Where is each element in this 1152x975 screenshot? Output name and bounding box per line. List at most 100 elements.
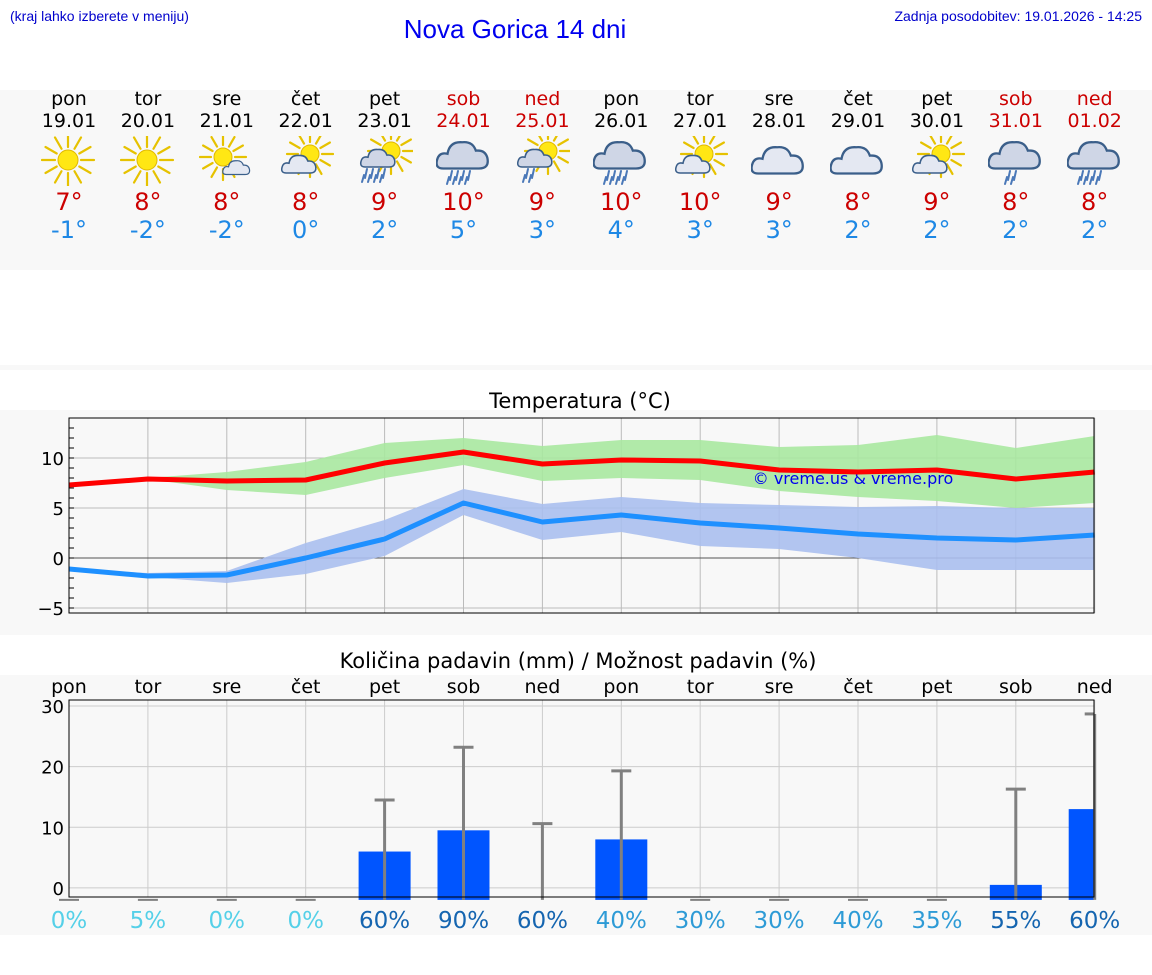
cloud-rain-icon [593,140,647,185]
min-temp: -1° [51,216,87,244]
precip-probability: 35% [911,908,962,934]
day-column: tor 27.01 10° 3° [660,88,740,244]
cloud [911,154,948,174]
day-date: 21.01 [199,110,254,132]
day-date: 28.01 [751,110,807,132]
sun-icon [41,136,96,186]
max-temp: 7° [55,188,83,216]
sun-ray [78,165,92,175]
x-category-label: čet [291,676,321,698]
day-name: čet [843,88,873,110]
cloud [359,148,396,168]
sun-ray [395,136,401,142]
sun-ray [399,155,412,164]
min-temp: 2° [1081,216,1109,244]
y-tick-label: 5 [53,499,64,520]
precip-probability: 30% [675,908,726,934]
sun-ray [53,170,63,184]
min-range-band [69,489,1095,583]
max-temp: 8° [1002,188,1030,216]
cloud [675,154,711,174]
sun-ray [692,136,700,145]
y-tick-label: 20 [41,758,64,779]
day-name: sob [446,88,481,110]
x-category-label: pet [921,676,952,698]
sun-ray [369,138,382,147]
day-name: tor [686,88,714,110]
day-column: čet 29.01 8° 2° [818,88,898,244]
plot-area [69,700,1094,897]
day-name: pet [368,88,401,110]
x-category-label: tor [134,676,161,698]
rain [1003,170,1017,185]
rain-drop [624,170,629,181]
y-tick-label: 0 [53,549,64,570]
sun-ray [929,136,936,145]
cloud [435,140,489,170]
x-category-label: pon [603,676,639,698]
rain-drop [466,170,471,181]
sun-ray [232,144,244,153]
rain-drop [463,176,468,185]
day-date: 23.01 [357,110,412,132]
rain-drop [375,168,380,179]
max-temp-line [68,449,1095,488]
day-name: sre [764,88,794,110]
cloud-shape [435,140,489,170]
rain-drop [606,170,611,181]
sun-ray [210,166,218,179]
sun-disc [57,149,79,171]
sun-ray [557,138,570,147]
min-temp-line [68,500,1095,579]
chart-title: Količina padavin (mm) / Možnost padavin … [340,649,817,673]
sun-ray [945,136,953,145]
rain-drop [1012,170,1017,181]
rain-drop [451,176,456,185]
location-hint[interactable]: (kraj lahko izberete v meniju) [10,8,189,24]
day-column: pet 23.01 9° 2° [345,88,425,244]
precip-probability: 5% [130,908,167,934]
rain-drop [1006,170,1011,181]
sun-ray [318,141,331,150]
rain-drop [1079,170,1084,181]
sun-ray [210,136,218,148]
day-name: pon [603,88,640,110]
max-temp: 8° [1081,188,1109,216]
precip-probability: 40% [832,908,883,934]
daily-forecast: pon 19.01 7° -1° tor 20.01 8° -2° sre 21.01 8° -2° č… [0,88,1152,268]
day-column: sob 31.01 8° 2° [976,88,1056,244]
sun-ray [44,165,58,175]
rain [360,168,386,183]
day-column: sre 28.01 9° 3° [739,88,819,244]
sun-ray [945,163,954,176]
rain-drop [1076,176,1081,185]
sun-ray [227,136,236,148]
last-update: Zadnja posodobitev: 19.01.2026 - 14:25 [894,8,1142,24]
cloud [830,145,883,175]
rain-drop [1091,170,1096,181]
day-column: pon 19.01 7° -1° [29,88,109,244]
sun-cloud-light-rain-icon [517,136,571,183]
sun-ray [201,161,214,170]
rain-drop [460,170,465,181]
min-temp: 3° [765,216,793,244]
cloud-light-rain-icon [987,140,1041,185]
cloud [1066,140,1120,170]
rain-drop [1094,176,1099,185]
rain-drop [1085,170,1090,181]
day-column: pon 26.01 10° 4° [581,88,661,244]
y-tick-label: 10 [41,449,64,470]
cloud-shape [517,148,553,168]
sun-ray [557,155,570,164]
day-date: 27.01 [672,110,728,132]
rain-drop [1009,176,1014,185]
sun-ray [73,136,83,150]
partly-cloudy-icon [675,136,729,179]
sun-cloud-light-rain-icon [517,136,571,183]
precip-probability: 90% [438,908,489,934]
min-temp: 2° [844,216,872,244]
max-temp: 9° [528,188,557,216]
rain-drop [360,174,365,183]
precip-probability: 60% [1069,908,1120,934]
day-date: 01.02 [1067,110,1122,132]
